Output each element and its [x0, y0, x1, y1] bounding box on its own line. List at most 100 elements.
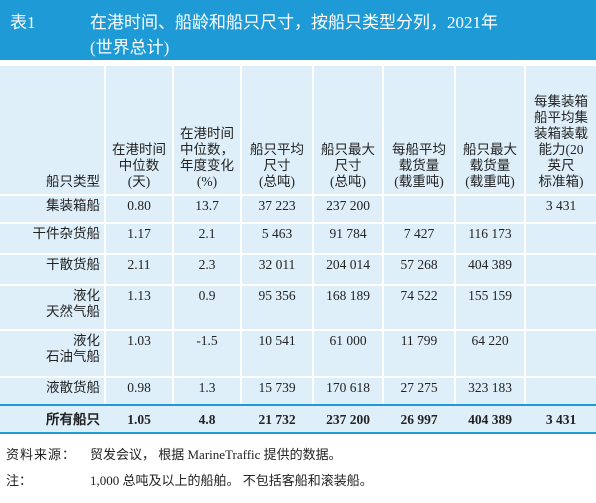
- cell-value: 61 000: [329, 333, 367, 348]
- column-header: (%): [196, 174, 218, 189]
- cell-value: 1.3: [198, 380, 216, 395]
- cell-value: 37 223: [258, 198, 296, 213]
- row-label: 干件杂货船: [32, 226, 101, 241]
- column-header: 英尺: [547, 158, 575, 173]
- column-separator: [454, 66, 456, 405]
- column-header: 中位数，: [180, 142, 234, 157]
- row-label: 干散货船: [46, 257, 100, 272]
- cell-value: 168 189: [326, 288, 370, 303]
- cell-value: 404 389: [468, 412, 512, 427]
- cell-value: 3 431: [545, 412, 577, 427]
- cell-value: 95 356: [258, 288, 296, 303]
- column-header: 在港时间: [180, 126, 234, 141]
- cell-value: 11 799: [400, 333, 438, 348]
- row-label: 液散货船: [46, 380, 100, 395]
- cell-value: 57 268: [400, 257, 438, 272]
- column-header: 载货量: [398, 158, 440, 173]
- column-header: (载重吨): [465, 174, 515, 189]
- column-header: 在港时间: [112, 142, 166, 157]
- row-label: 所有船只: [46, 412, 100, 427]
- cell-value: 1.13: [127, 288, 151, 303]
- column-header: 标准箱): [538, 174, 584, 189]
- column-header: 装箱装载: [534, 126, 588, 141]
- cell-value: 237 200: [326, 412, 370, 427]
- total-bottom-rule: [0, 432, 596, 434]
- row-separator: [0, 329, 596, 331]
- cell-value: 74 522: [400, 288, 438, 303]
- row-label: 石油气船: [46, 349, 100, 364]
- column-separator: [240, 66, 242, 405]
- column-separator: [172, 66, 174, 405]
- column-header: 年度变化: [180, 158, 234, 173]
- source: 贸发会议， 根据 MarineTraffic 提供的数据。: [90, 447, 342, 462]
- title-bar: [0, 0, 596, 60]
- cell-value: 1.03: [127, 333, 151, 348]
- column-header: (总吨): [330, 174, 366, 189]
- cell-value: 26 997: [400, 412, 438, 427]
- cell-value: 32 011: [258, 257, 296, 272]
- column-header: 船平均集: [534, 110, 588, 125]
- column-separator: [312, 66, 314, 405]
- column-header: 能力(20: [538, 142, 584, 157]
- row-label: 天然气船: [46, 304, 100, 319]
- note-label: 注：: [6, 473, 33, 488]
- cell-value: 7 427: [403, 226, 435, 241]
- cell-value: 0.80: [127, 198, 151, 213]
- row-separator: [0, 253, 596, 255]
- cell-value: 21 732: [258, 412, 296, 427]
- cell-value: 13.7: [195, 198, 219, 213]
- cell-value: 64 220: [471, 333, 509, 348]
- cell-value: 91 784: [329, 226, 367, 241]
- cell-value: 27 275: [400, 380, 438, 395]
- column-header: 船只平均: [250, 142, 304, 157]
- cell-value: 3 431: [545, 198, 577, 213]
- column-header: 中位数: [118, 158, 160, 173]
- cell-value: 116 173: [468, 226, 512, 241]
- row-separator: [0, 376, 596, 378]
- cell-value: 2.11: [127, 257, 151, 272]
- header-separator: [0, 194, 596, 196]
- cell-value: 323 183: [468, 380, 512, 395]
- cell-value: 10 541: [258, 333, 296, 348]
- cell-value: 5 463: [261, 226, 293, 241]
- cell-value: -1.5: [196, 333, 218, 348]
- column-header: 每集装箱: [534, 94, 588, 109]
- row-label: 集装箱船: [46, 198, 100, 213]
- column-header: (总吨): [259, 174, 295, 189]
- cell-value: 1.17: [127, 226, 151, 241]
- row-separator: [0, 284, 596, 286]
- column-separator: [382, 66, 384, 405]
- column-header: 载货量: [469, 158, 511, 173]
- cell-value: 0.98: [127, 380, 151, 395]
- cell-value: 170 618: [326, 380, 370, 395]
- cell-value: 155 159: [468, 288, 512, 303]
- source-label: 资料来源：: [6, 447, 77, 462]
- table-label: 表1: [10, 13, 36, 32]
- row-label: 液化: [73, 333, 100, 348]
- cell-value: 204 014: [326, 257, 370, 272]
- cell-value: 0.9: [198, 288, 216, 303]
- cell-value: 237 200: [326, 198, 370, 213]
- row-separator: [0, 222, 596, 224]
- table-background: [0, 66, 596, 433]
- cell-value: 404 389: [468, 257, 512, 272]
- column-header: 船只最大: [463, 142, 517, 157]
- column-separator: [104, 66, 106, 405]
- cell-value: 2.1: [198, 226, 216, 241]
- note: 1,000 总吨及以上的船舶。 不包括客船和滚装船。: [90, 473, 373, 488]
- column-header: 尺寸: [334, 158, 362, 173]
- cell-value: 1.05: [127, 412, 151, 427]
- subtitle: (世界总计): [90, 38, 170, 57]
- column-header: (载重吨): [394, 174, 444, 189]
- column-header: 船只类型: [46, 174, 100, 189]
- total-top-rule: [0, 404, 596, 406]
- column-header: 每船平均: [392, 142, 446, 157]
- cell-value: 4.8: [198, 412, 216, 427]
- column-header: 船只最大: [321, 142, 375, 157]
- cell-value: 15 739: [258, 380, 296, 395]
- column-separator: [524, 66, 526, 405]
- column-header: 尺寸: [263, 158, 291, 173]
- title: 在港时间、船龄和船只尺寸，按船只类型分列，2021年: [90, 13, 498, 32]
- row-label: 液化: [73, 288, 100, 303]
